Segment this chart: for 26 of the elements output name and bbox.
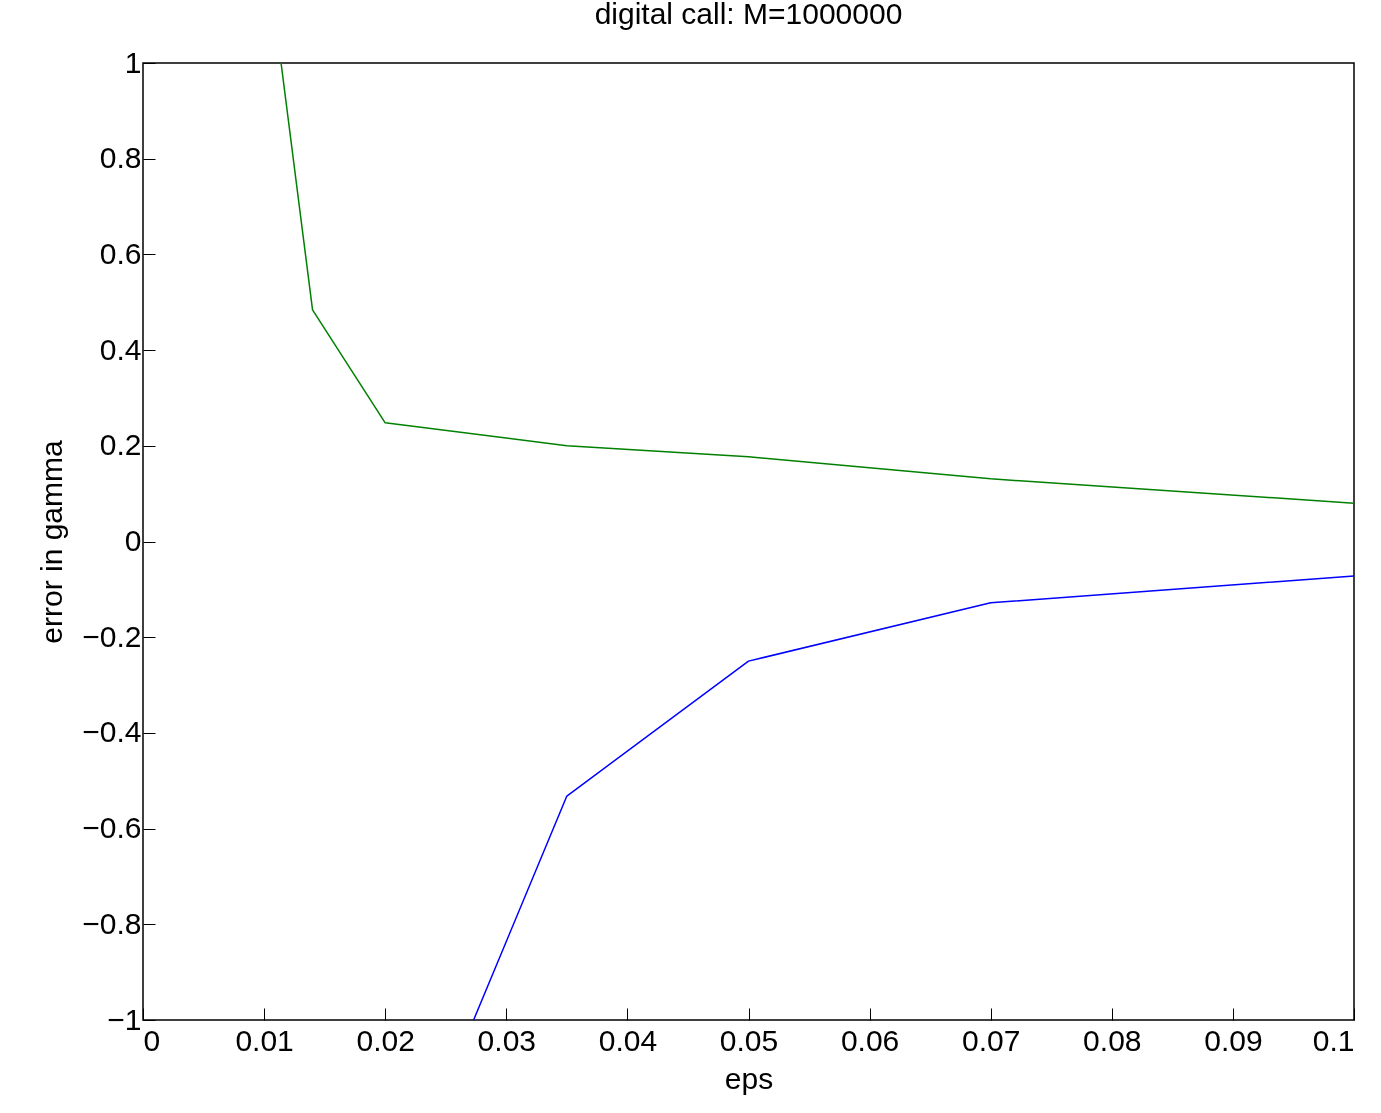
x-tick-label: 0.1 (1312, 1023, 1355, 1057)
y-tick-label: −0.4 (82, 715, 142, 749)
y-tick-label: −0.8 (82, 906, 142, 940)
x-axis-title: eps (724, 1061, 774, 1095)
y-tick-label: 0.8 (99, 141, 142, 175)
x-tick-label: 0.04 (598, 1023, 658, 1057)
y-tick-label: 0.4 (99, 332, 142, 366)
y-tick-label: −1 (107, 1002, 142, 1036)
y-tick-label: −0.6 (82, 811, 142, 845)
line-series (280, 63, 1354, 504)
x-tick-label: 0.02 (356, 1023, 415, 1057)
line-series (472, 575, 1354, 1020)
y-tick-label: 1 (124, 45, 142, 79)
y-axis-title: error in gamma (35, 439, 69, 644)
x-tick-label: 0.01 (235, 1023, 294, 1057)
chart-title: digital call: M=1000000 (594, 0, 903, 30)
x-tick-label: 0.06 (840, 1023, 900, 1057)
x-tick-label: 0.05 (719, 1023, 779, 1057)
x-tick-label: 0.09 (1204, 1023, 1263, 1057)
y-tick-label: 0.2 (99, 428, 142, 462)
y-tick-label: 0 (124, 524, 142, 557)
x-tick-label: 0.07 (962, 1023, 1021, 1057)
y-tick-label: −0.2 (82, 619, 142, 653)
x-tick-label: 0.03 (477, 1023, 536, 1057)
y-tick-label: 0.6 (99, 236, 142, 270)
x-tick-label: 0.08 (1083, 1023, 1142, 1057)
